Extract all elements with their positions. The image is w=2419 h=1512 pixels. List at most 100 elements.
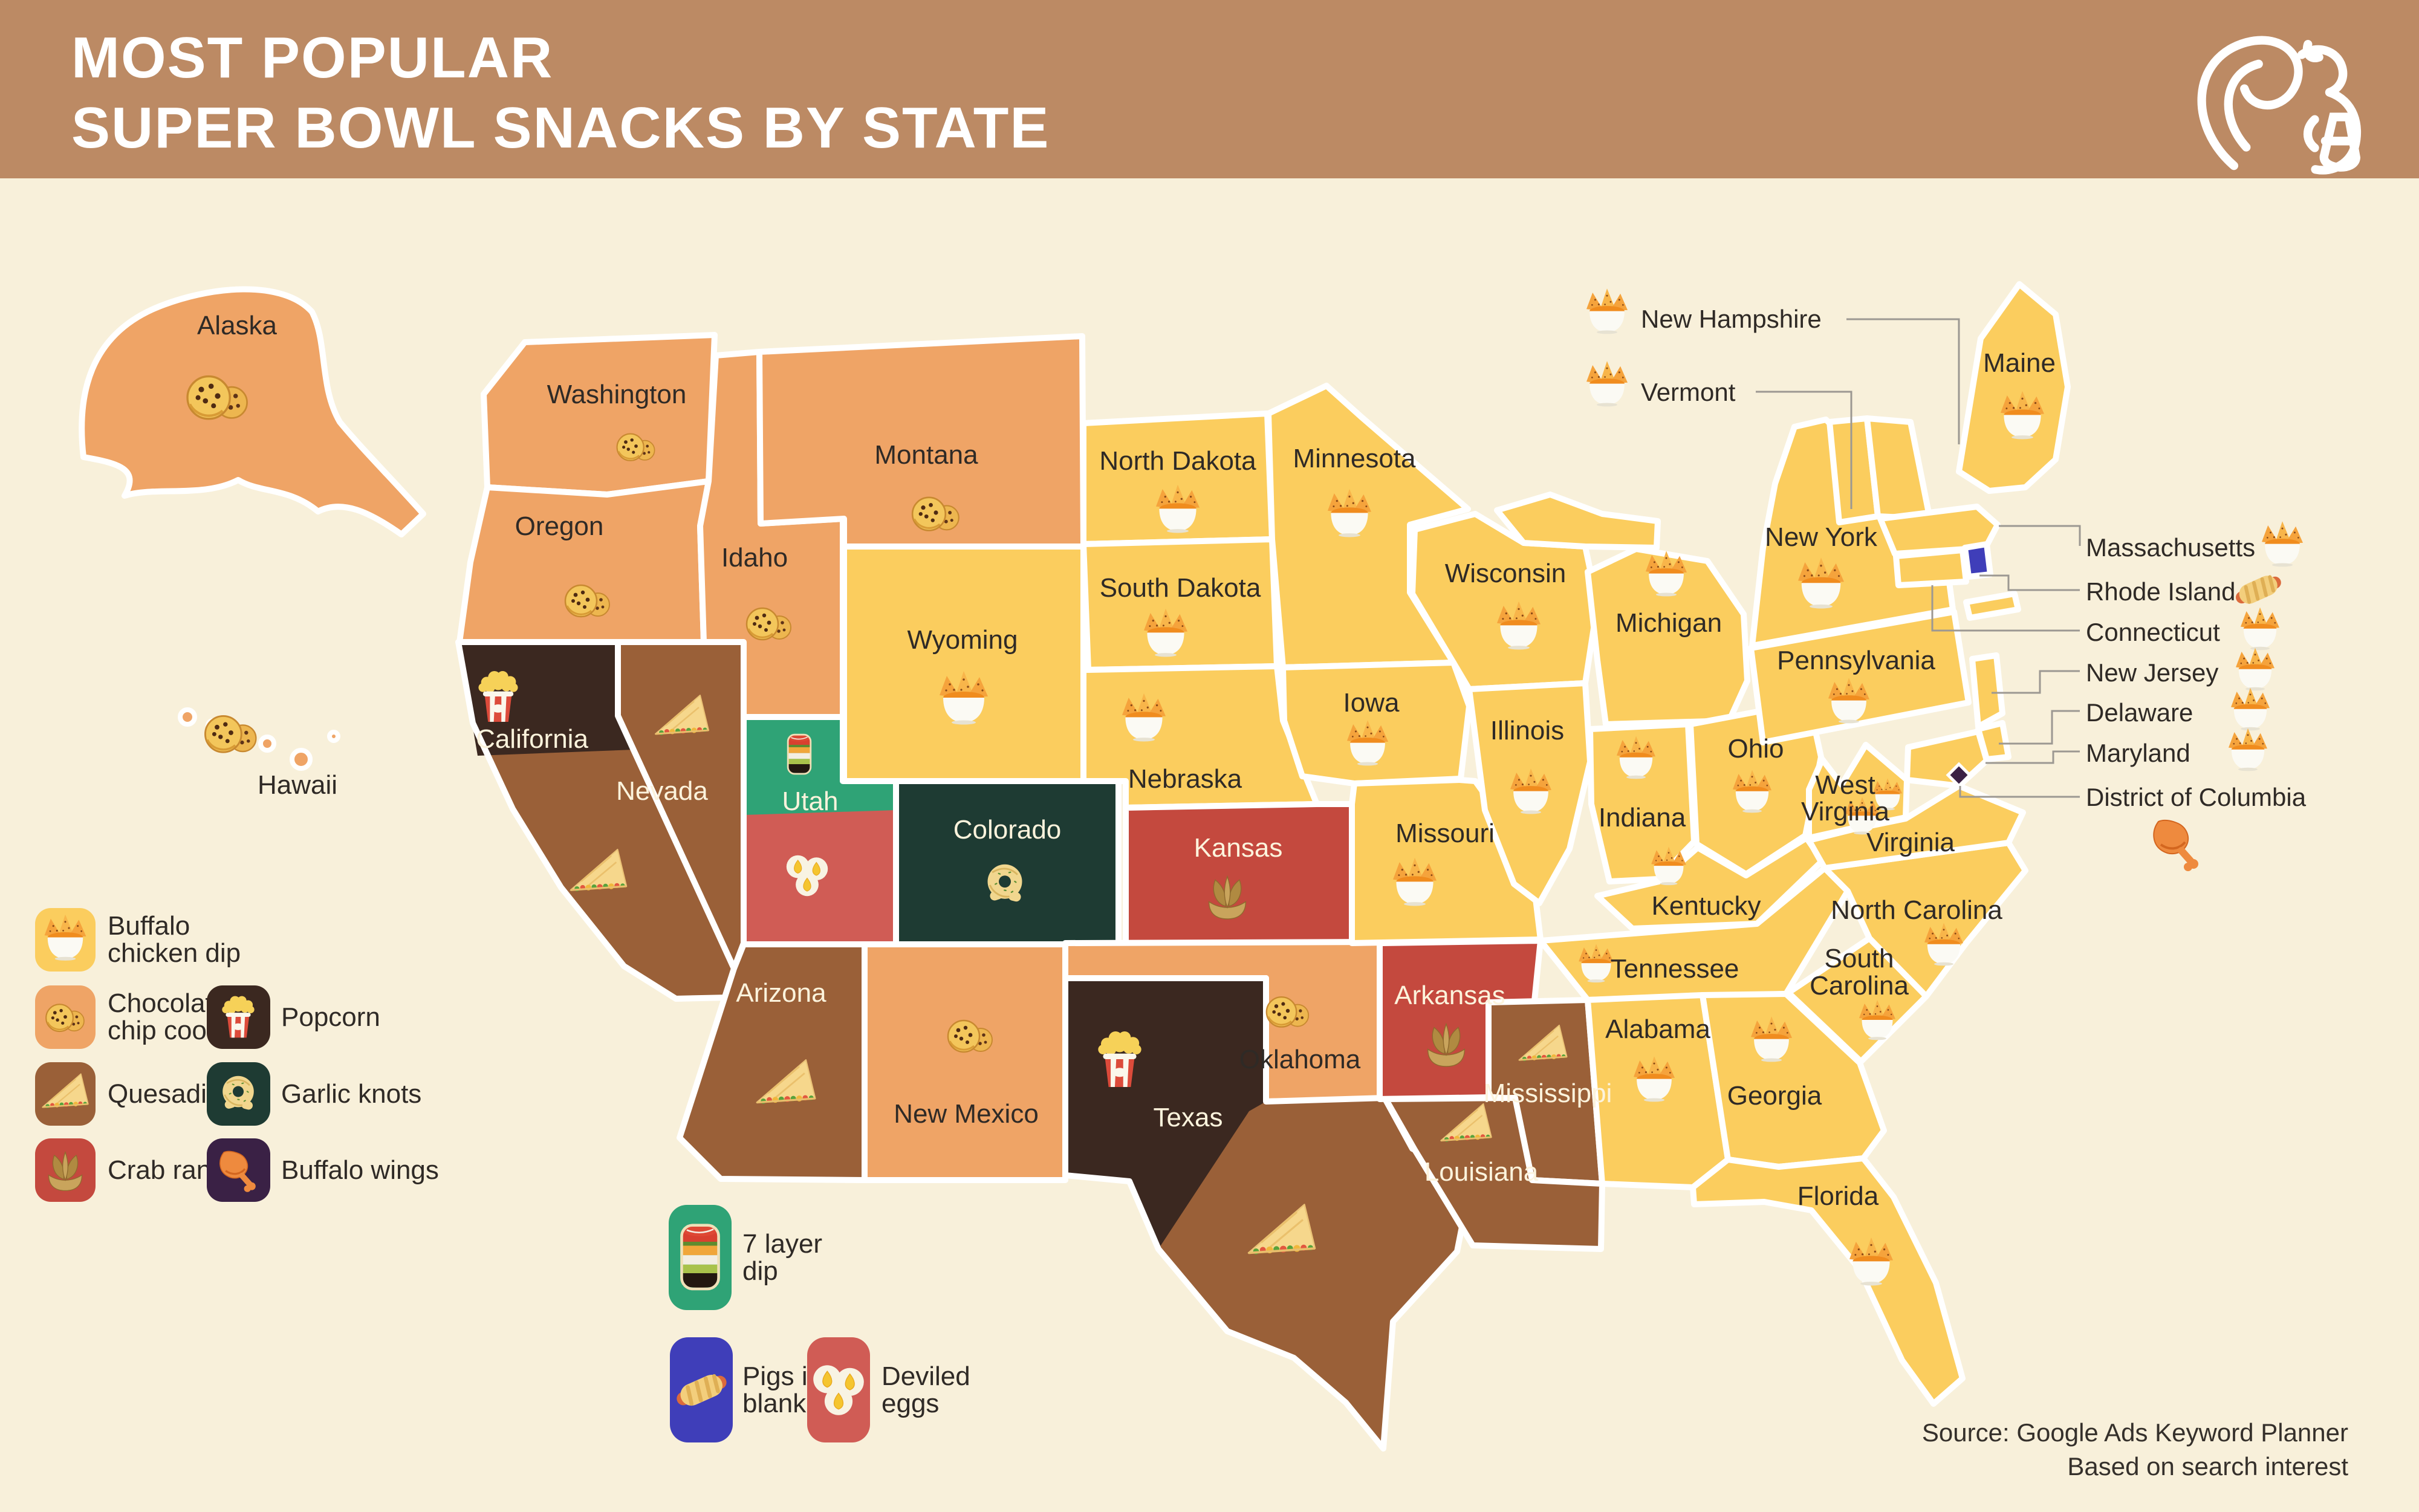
state-label-mississippi: Mississippi [1484, 1079, 1612, 1108]
state-texas-outline [1062, 975, 1475, 1452]
state-florida [1690, 1155, 1966, 1407]
state-label-arkansas: Arkansas [1394, 981, 1505, 1010]
garlic-knots-icon [221, 1075, 255, 1112]
state-label-louisiana: Louisiana [1424, 1157, 1539, 1187]
state-label-virginia: Virginia [1866, 828, 1955, 857]
state-maine [1956, 281, 2071, 494]
state-label-nebraska: Nebraska [1128, 764, 1242, 794]
callout-leader-lines [1756, 318, 2081, 798]
state-new-jersey [1969, 652, 2005, 730]
state-label-kansas: Kansas [1194, 833, 1283, 863]
state-label-california: California [476, 724, 588, 754]
state-oregon [456, 478, 712, 645]
state-massachusetts [1877, 504, 2001, 557]
state-label-tennessee: Tennessee [1611, 954, 1739, 984]
state-label-south-carolina-line1: South [1825, 944, 1894, 973]
state-new-york-long-island [1963, 591, 2021, 621]
callout-label-rhode-island: Rhode Island [2086, 577, 2236, 606]
state-california-north [458, 642, 634, 756]
state-district-of-columbia-pin [1946, 762, 1972, 788]
header-band [0, 0, 2419, 178]
state-label-washington: Washington [547, 380, 687, 409]
legend-label: chicken dip [108, 938, 241, 968]
state-label-florida: Florida [1797, 1181, 1879, 1211]
state-connecticut [1893, 547, 1969, 588]
state-label-utah: Utah [782, 787, 839, 816]
legend-label: Popcorn [281, 1002, 380, 1032]
state-wisconsin [1409, 511, 1600, 692]
state-rhode-island [1962, 541, 1993, 580]
garlic-knots-icon [987, 863, 1023, 904]
state-label-georgia: Georgia [1727, 1081, 1822, 1111]
state-label-texas: Texas [1154, 1103, 1223, 1132]
state-label-illinois: Illinois [1490, 716, 1564, 745]
state-labels: Alaska Hawaii Washington Oregon Idaho Mo… [197, 311, 2056, 1211]
state-label-pennsylvania: Pennsylvania [1777, 646, 1935, 675]
legend-label: dip [742, 1256, 778, 1286]
state-label-ohio: Ohio [1728, 734, 1784, 764]
state-label-north-carolina: North Carolina [1831, 895, 2002, 925]
state-louisiana [1383, 1095, 1605, 1252]
callout-labels: New Hampshire Vermont Massachusetts Rhod… [1641, 305, 2307, 811]
seven-layer-dip-icon [787, 733, 812, 775]
legend-label: eggs [882, 1389, 939, 1418]
callout-label-connecticut: Connecticut [2086, 618, 2220, 646]
state-label-oklahoma: Oklahoma [1239, 1045, 1361, 1074]
callout-label-new-hampshire: New Hampshire [1641, 305, 1822, 333]
legend-label: Garlic knots [281, 1079, 421, 1109]
state-label-indiana: Indiana [1599, 803, 1686, 832]
state-label-montana: Montana [874, 440, 978, 470]
legend-label: Deviled [882, 1361, 970, 1391]
source-line1: Source: Google Ads Keyword Planner [1922, 1418, 2348, 1447]
state-label-nevada: Nevada [616, 776, 708, 806]
page-title-line1: MOST POPULAR [71, 25, 553, 90]
state-label-colorado: Colorado [953, 815, 1062, 845]
state-california-outline [455, 639, 737, 1002]
state-north-carolina [1822, 840, 2028, 999]
state-minnesota [1265, 383, 1471, 670]
us-map [79, 281, 2071, 1452]
legend-label: Buffalo wings [281, 1155, 439, 1185]
callout-label-vermont: Vermont [1641, 378, 1736, 406]
state-new-mexico [862, 941, 1068, 1183]
state-kansas [1123, 801, 1355, 946]
callout-label-massachusetts: Massachusetts [2086, 533, 2255, 562]
state-label-wisconsin: Wisconsin [1445, 559, 1567, 588]
source-line2: Based on search interest [2067, 1452, 2348, 1481]
state-label-michigan: Michigan [1615, 608, 1722, 638]
state-label-iowa: Iowa [1343, 688, 1400, 718]
state-label-west-virginia-line1: West [1815, 770, 1875, 800]
state-label-new-mexico: New Mexico [894, 1099, 1039, 1129]
state-michigan-upper [1494, 492, 1661, 551]
state-label-alaska: Alaska [197, 311, 278, 340]
seven-layer-dip-icon [681, 1225, 718, 1289]
state-south-dakota [1080, 536, 1280, 673]
callout-label-delaware: Delaware [2086, 698, 2193, 727]
state-label-idaho: Idaho [721, 543, 788, 573]
legend: Buffalo chicken dip Chocolate chip cooki… [35, 908, 970, 1442]
state-label-missouri: Missouri [1395, 819, 1495, 848]
state-michigan [1585, 546, 1750, 727]
state-label-oregon: Oregon [515, 511, 604, 541]
legend-label: Buffalo [108, 911, 190, 941]
state-iowa [1280, 660, 1472, 787]
state-label-west-virginia-line2: Virginia [1801, 797, 1889, 826]
state-washington [481, 332, 718, 498]
state-label-maine: Maine [1983, 348, 2056, 378]
callout-label-district-of-columbia: District of Columbia [2086, 783, 2307, 811]
state-label-south-carolina-line2: Carolina [1810, 971, 1909, 1001]
state-colorado [893, 778, 1122, 947]
state-label-hawaii: Hawaii [258, 770, 337, 800]
state-label-wyoming: Wyoming [908, 625, 1018, 655]
state-label-new-york: New York [1765, 522, 1878, 552]
state-alaska [79, 286, 426, 537]
squirrel-logo [2197, 36, 2362, 175]
callout-label-new-jersey: New Jersey [2086, 658, 2218, 687]
state-label-alabama: Alabama [1605, 1014, 1710, 1044]
callout-label-maryland: Maryland [2086, 739, 2190, 767]
state-utah-north [744, 717, 896, 815]
state-wyoming [841, 543, 1086, 784]
page-title-line2: SUPER BOWL SNACKS BY STATE [71, 96, 1050, 160]
state-label-north-dakota: North Dakota [1099, 446, 1256, 476]
state-label-south-dakota: South Dakota [1100, 573, 1261, 603]
